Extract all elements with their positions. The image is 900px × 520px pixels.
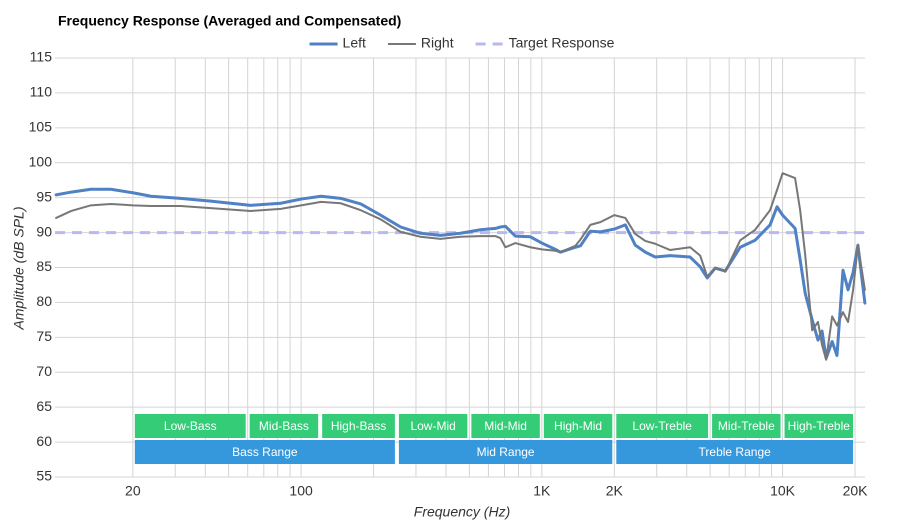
range-band [398,440,613,464]
y-tick-label: 90 [36,223,52,239]
y-tick-label: 115 [30,49,53,65]
series-line [55,172,866,361]
range-band [249,414,319,438]
y-tick-label: 100 [29,153,53,169]
y-tick-label: 105 [29,119,53,135]
y-tick-label: 95 [36,188,52,204]
range-band [471,414,540,438]
x-tick-label: 100 [289,483,313,499]
y-tick-label: 75 [36,328,52,344]
range-label: Mid-Treble [718,419,775,433]
legend-label: Left [343,35,366,51]
range-label: Low-Treble [632,419,692,433]
range-label: Treble Range [699,445,772,459]
legend-label: Right [421,35,454,51]
x-tick-label: 20K [843,483,869,499]
chart-title: Frequency Response (Averaged and Compens… [58,13,401,29]
y-tick-label: 110 [30,84,53,100]
x-tick-label: 1K [533,483,551,499]
legend-label: Target Response [509,35,615,51]
y-tick-label: 80 [36,293,52,309]
range-band [616,414,709,438]
range-label: Mid Range [477,445,535,459]
y-tick-label: 85 [36,258,52,274]
range-label: Bass Range [232,445,298,459]
x-tick-label: 10K [770,483,796,499]
y-tick-label: 60 [36,433,52,449]
range-band [134,440,395,464]
range-label: High-Treble [788,419,851,433]
range-label: Low-Mid [410,419,455,433]
range-band [784,414,854,438]
range-band [322,414,395,438]
range-label: High-Bass [331,419,386,433]
series-line [54,187,867,360]
range-label: Mid-Bass [259,419,309,433]
range-label: High-Mid [554,419,602,433]
x-tick-label: 2K [606,483,624,499]
y-tick-label: 55 [36,468,52,484]
y-tick-label: 65 [36,398,52,414]
range-band [616,440,854,464]
x-tick-label: 20 [125,483,141,499]
range-band [712,414,781,438]
range-label: Mid-Mid [484,419,527,433]
range-label: Low-Bass [164,419,217,433]
range-band [134,414,246,438]
x-axis-title: Frequency (Hz) [414,504,510,520]
y-axis-title: Amplitude (dB SPL) [11,207,27,331]
range-band [543,414,613,438]
y-tick-label: 70 [36,363,52,379]
legend: Left Right Target Response [309,35,615,51]
range-band [398,414,468,438]
